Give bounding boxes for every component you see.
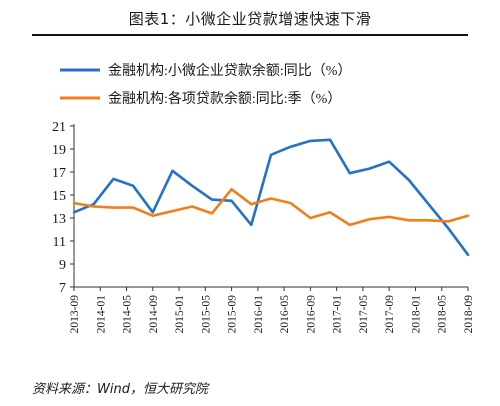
x-tick-label: 2017-01 [332,295,344,334]
y-tick-label: 15 [52,189,66,204]
legend-label-1: 金融机构:小微企业贷款余额:同比（%） [108,62,351,79]
x-tick-label: 2017-09 [384,295,396,334]
x-tick-label: 2018-09 [463,295,475,334]
y-tick-label: 21 [52,120,66,135]
chart-legend: 金融机构:小微企业贷款余额:同比（%） 金融机构:各项贷款余额:同比:季（%） [60,62,351,107]
legend-label-2: 金融机构:各项贷款余额:同比:季（%） [108,90,341,107]
x-tick-label: 2016-01 [253,295,265,334]
y-tick-label: 7 [59,281,66,296]
series-line-2 [72,188,470,227]
source-note: 资料来源：Wind，恒大研究院 [32,382,208,397]
title-underline [32,34,468,36]
y-tick-label: 17 [52,166,66,181]
page-title: 图表1：小微企业贷款增速快速下滑 [128,10,372,28]
x-tick-label: 2017-05 [358,295,370,334]
series-line-1 [72,138,470,257]
x-tick-label: 2014-05 [122,295,134,334]
x-tick-label: 2015-01 [174,295,186,334]
y-tick-label: 19 [52,143,66,158]
x-tick-label: 2014-09 [148,295,160,334]
chart-series [72,138,470,257]
x-tick-label: 2016-09 [305,295,317,334]
x-tick-label: 2016-05 [279,295,291,334]
y-tick-label: 9 [59,258,66,273]
x-tick-label: 2018-05 [437,295,449,334]
y-tick-label: 13 [52,212,66,227]
x-tick-label: 2015-09 [227,295,239,334]
x-tick-label: 2015-05 [200,295,212,334]
chart-axes: 7 9 11 13 15 17 19 21 2013-09 2014-01 2014-05 2014-… [52,120,475,333]
y-tick-label: 11 [53,235,66,250]
x-tick-label: 2014-01 [95,295,107,334]
x-tick-label: 2013-09 [69,295,81,334]
x-tick-label: 2018-01 [410,295,422,334]
